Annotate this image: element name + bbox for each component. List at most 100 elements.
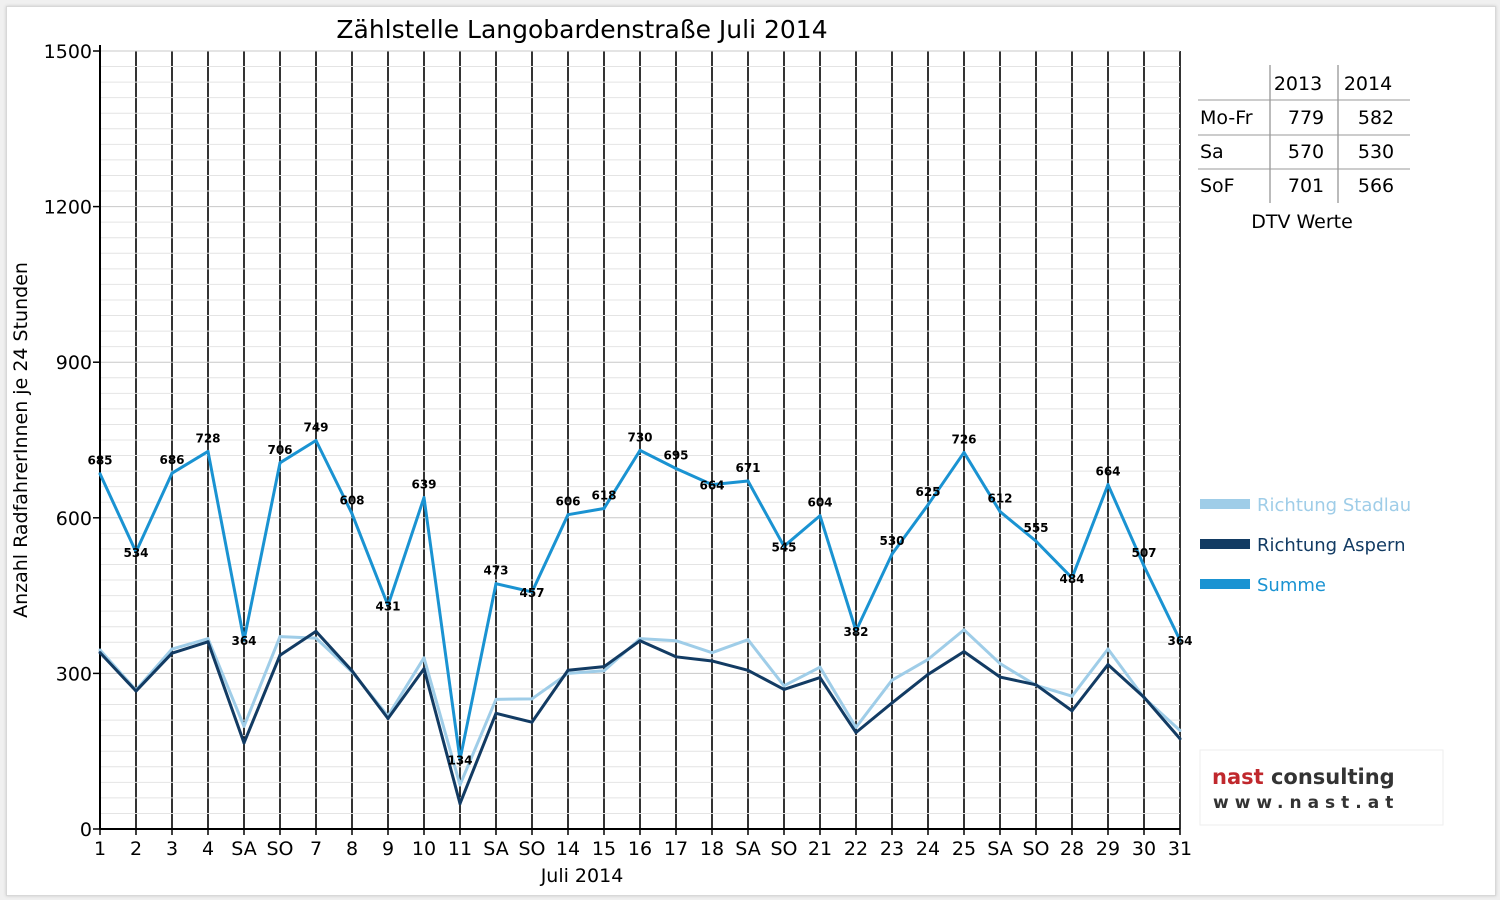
data-label: 530 xyxy=(879,534,904,548)
chart-frame xyxy=(6,6,1496,896)
data-point xyxy=(242,741,246,745)
data-label: 664 xyxy=(1095,465,1120,479)
data-point xyxy=(278,635,282,639)
x-tick-label: 9 xyxy=(382,838,394,860)
data-point xyxy=(1106,663,1110,667)
data-point xyxy=(1142,695,1146,699)
data-point xyxy=(242,638,246,642)
data-point xyxy=(530,590,534,594)
data-point xyxy=(314,439,318,443)
y-tick-label: 1200 xyxy=(44,197,92,219)
data-point xyxy=(638,639,642,643)
x-tick-label: 10 xyxy=(412,838,436,860)
data-label: 730 xyxy=(627,430,652,444)
data-point xyxy=(854,731,858,735)
data-label: 726 xyxy=(951,432,976,446)
data-point xyxy=(494,697,498,701)
data-label: 431 xyxy=(375,599,400,613)
x-tick-label: 31 xyxy=(1168,838,1192,860)
data-point xyxy=(1142,564,1146,568)
data-point xyxy=(494,582,498,586)
y-tick-label: 300 xyxy=(56,663,92,685)
data-point xyxy=(314,636,318,640)
data-point xyxy=(1178,728,1182,732)
data-point xyxy=(674,639,678,643)
data-point xyxy=(242,724,246,728)
data-point xyxy=(134,689,138,693)
x-tick-label: 8 xyxy=(346,838,358,860)
data-point xyxy=(890,552,894,556)
data-point xyxy=(278,461,282,465)
chart-title: Zählstelle Langobardenstraße Juli 2014 xyxy=(336,15,827,44)
data-label: 706 xyxy=(267,443,292,457)
data-point xyxy=(386,717,390,721)
data-point xyxy=(854,725,858,729)
series-2 xyxy=(98,629,1182,806)
x-tick-label: 11 xyxy=(448,838,472,860)
x-tick-label: SA xyxy=(987,838,1012,860)
x-tick-label: 24 xyxy=(916,838,940,860)
data-point xyxy=(638,448,642,452)
data-point xyxy=(170,651,174,655)
data-point xyxy=(962,628,966,632)
data-point xyxy=(710,651,714,655)
x-tick-label: 2 xyxy=(130,838,142,860)
data-point xyxy=(746,668,750,672)
data-point xyxy=(566,513,570,517)
data-point xyxy=(98,472,102,476)
data-label: 507 xyxy=(1131,546,1156,560)
legend: Richtung Stadlau Richtung Aspern Summe xyxy=(1200,495,1411,596)
x-tick-label: 29 xyxy=(1096,838,1120,860)
horizontal-gridlines xyxy=(100,50,1180,814)
x-ticks: 1 2 3 4 SA SO 7 8 9 10 11 SA SO 14 15 16 17 18 SA SO 21 22 23 2… xyxy=(94,829,1192,860)
data-point xyxy=(170,647,174,651)
data-point xyxy=(422,656,426,660)
x-tick-label: SA xyxy=(231,838,256,860)
data-label: 625 xyxy=(915,485,940,499)
data-point xyxy=(98,651,102,655)
data-label: 695 xyxy=(663,449,688,463)
data-point xyxy=(1034,683,1038,687)
data-point xyxy=(926,672,930,676)
data-point xyxy=(458,757,462,761)
data-point xyxy=(890,678,894,682)
logo-box xyxy=(1199,749,1444,826)
data-point xyxy=(1034,539,1038,543)
data-labels: 685 534 686 728 364 706 749 608 431 639 134 473 457 6… xyxy=(87,421,1192,768)
data-point xyxy=(1070,576,1074,580)
y-tick-label: 600 xyxy=(56,508,92,530)
table-header: 2013 xyxy=(1274,73,1322,95)
x-tick-label: 14 xyxy=(556,838,580,860)
data-point xyxy=(350,669,354,673)
table-cell: 530 xyxy=(1358,141,1394,163)
x-axis-label: Juli 2014 xyxy=(540,865,624,887)
data-point xyxy=(530,720,534,724)
data-point xyxy=(458,802,462,806)
data-point xyxy=(278,653,282,657)
x-tick-label: 7 xyxy=(310,838,322,860)
data-point xyxy=(818,514,822,518)
x-tick-label: SO xyxy=(266,838,293,860)
data-label: 555 xyxy=(1023,521,1048,535)
data-label: 134 xyxy=(447,753,472,767)
table-row-label: Mo-Fr xyxy=(1200,107,1253,129)
data-point xyxy=(962,450,966,454)
data-point xyxy=(602,506,606,510)
data-label: 606 xyxy=(555,495,580,509)
data-label: 364 xyxy=(231,634,256,648)
data-point xyxy=(782,544,786,548)
data-point xyxy=(782,687,786,691)
logo-url: www.nast.at xyxy=(1213,793,1399,813)
data-point xyxy=(1106,647,1110,651)
data-label: 686 xyxy=(159,453,184,467)
data-label: 382 xyxy=(843,625,868,639)
data-point xyxy=(98,648,102,652)
data-point xyxy=(170,471,174,475)
y-axis-label: Anzahl RadfahrerInnen je 24 Stunden xyxy=(10,262,32,618)
data-point xyxy=(1106,483,1110,487)
data-label: 728 xyxy=(195,431,220,445)
table-caption: DTV Werte xyxy=(1251,211,1353,233)
table-cell: 566 xyxy=(1358,175,1394,197)
data-label: 671 xyxy=(735,461,760,475)
